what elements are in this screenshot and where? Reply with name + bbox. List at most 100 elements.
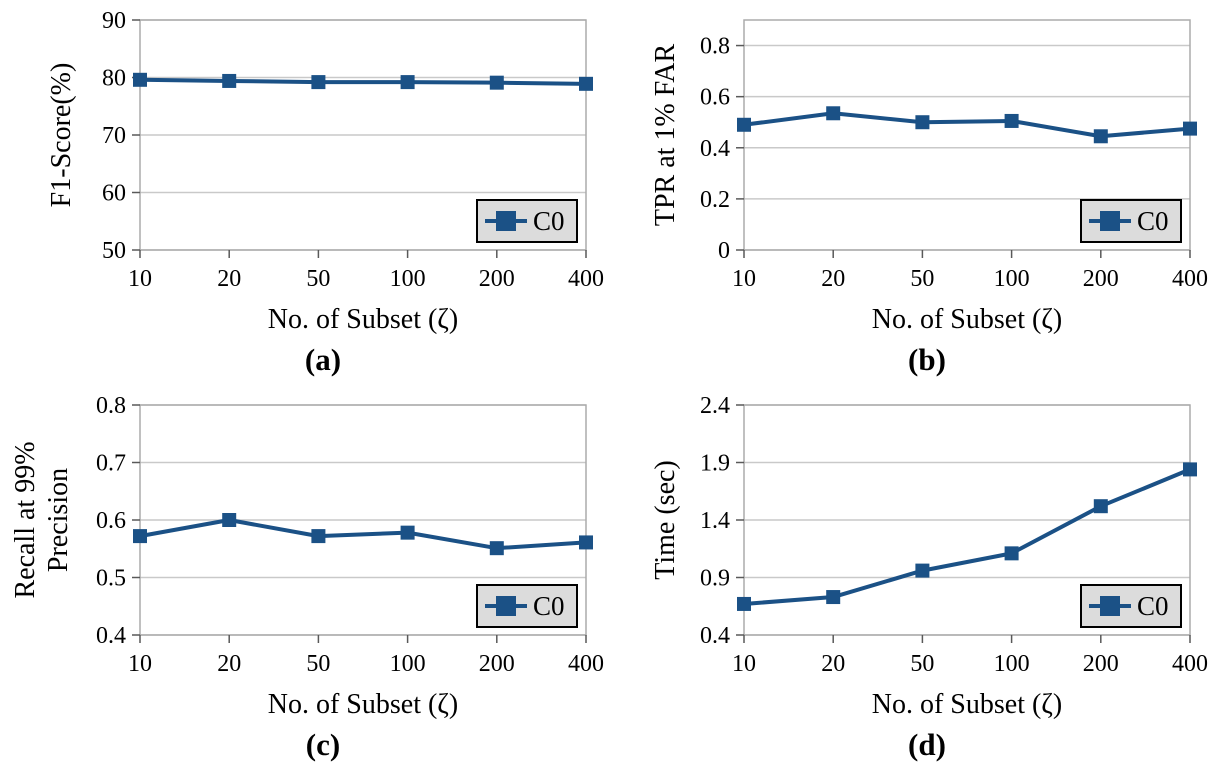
x-tick-label: 10 (732, 651, 756, 677)
series-line (742, 111, 1192, 139)
data-point-marker (579, 76, 593, 91)
data-point-marker (489, 75, 504, 90)
legend-marker (496, 211, 516, 231)
chart-a-canvas: 50 60 70 80 90 10 20 50 100 200 400 C0 F1-Score(%) No… (46, 8, 604, 377)
data-point-marker (400, 75, 415, 90)
x-tick-label: 100 (390, 266, 426, 292)
legend-label: C0 (533, 591, 565, 621)
data-point-marker (826, 590, 841, 605)
x-tick-label: 10 (128, 266, 152, 292)
chart-caption: (c) (306, 727, 340, 762)
y-tick-label: 0.4 (96, 623, 126, 649)
x-tick-label: 100 (994, 266, 1030, 292)
x-tick-label: 20 (821, 266, 845, 292)
chart-b-canvas: 0 0.2 0.4 0.6 0.8 10 20 50 100 200 400 C0 TPR at 1% … (650, 19, 1208, 377)
x-tick-label: 200 (1083, 651, 1119, 677)
x-tick-label: 400 (1172, 651, 1208, 677)
legend-marker (1100, 596, 1120, 616)
x-tick-label: 20 (217, 266, 241, 292)
y-tick-label: 0.2 (700, 187, 730, 213)
data-point-marker (737, 596, 751, 611)
data-point-marker (915, 563, 930, 578)
y-tick-label: 2.4 (700, 393, 730, 419)
series-line (138, 518, 588, 551)
x-tick-label: 20 (217, 651, 241, 677)
x-tick-label: 200 (479, 266, 515, 292)
y-tick-label: 0.6 (96, 508, 126, 534)
legend-label: C0 (533, 206, 565, 236)
legend-label: C0 (1137, 591, 1169, 621)
y-tick-label: 0.8 (700, 34, 730, 60)
data-point-marker (222, 73, 237, 88)
y-tick-label: 70 (102, 123, 126, 149)
data-point-marker (826, 106, 841, 121)
x-tick-label: 50 (306, 266, 330, 292)
x-tick-label: 400 (568, 266, 604, 292)
legend-label: C0 (1137, 206, 1169, 236)
y-tick-label: 0.5 (96, 566, 126, 592)
y-tick-label: 0.8 (96, 393, 126, 419)
x-tick-label: 50 (910, 651, 934, 677)
chart-d-canvas: 0.4 0.9 1.4 1.9 2.4 10 20 50 100 200 400 C0 Time (se… (650, 393, 1208, 762)
data-point-marker (1004, 546, 1019, 561)
x-axis-title: No. of Subset (ζ) (872, 689, 1062, 720)
x-tick-label: 50 (306, 651, 330, 677)
data-point-marker (133, 72, 147, 87)
legend: C0 (476, 199, 578, 243)
legend: C0 (1080, 584, 1182, 628)
y-tick-label: 60 (102, 181, 126, 207)
legend-marker (1100, 211, 1120, 231)
y-tick-label: 80 (102, 66, 126, 92)
x-axis-title: No. of Subset (ζ) (268, 689, 458, 720)
y-axis-title: Time (sec) (650, 460, 681, 580)
x-tick-label: 400 (568, 651, 604, 677)
y-tick-label: 1.9 (700, 451, 730, 477)
legend: C0 (1080, 199, 1182, 243)
data-point-marker (1004, 113, 1019, 128)
y-tick-label: 1.4 (700, 508, 730, 534)
x-tick-label: 10 (732, 266, 756, 292)
y-axis-title: Precision (43, 468, 74, 572)
chart-caption: (a) (305, 342, 341, 377)
x-axis-title: No. of Subset (ζ) (872, 304, 1062, 335)
y-axis-title: Recall at 99% (10, 441, 41, 598)
y-tick-label: 0 (718, 238, 730, 264)
data-point-marker (1183, 462, 1197, 477)
x-tick-label: 100 (994, 651, 1030, 677)
data-point-marker (489, 541, 504, 556)
data-point-marker (1093, 129, 1108, 144)
x-tick-label: 10 (128, 651, 152, 677)
chart-c-canvas: 0.4 0.5 0.6 0.7 0.8 10 20 50 100 200 400 C0 Recall a… (10, 393, 604, 762)
x-tick-label: 100 (390, 651, 426, 677)
chart-panel-a: 50 60 70 80 90 10 20 50 100 200 400 C0 F1-Score(%) No… (0, 0, 604, 385)
data-point-marker (133, 529, 147, 544)
data-point-marker (400, 525, 415, 540)
data-point-marker (311, 529, 326, 544)
x-tick-label: 400 (1172, 266, 1208, 292)
data-point-marker (1093, 499, 1108, 514)
chart-panel-b: 0 0.2 0.4 0.6 0.8 10 20 50 100 200 400 C0 TPR at 1% … (604, 0, 1209, 385)
x-tick-label: 200 (1083, 266, 1119, 292)
data-point-marker (737, 117, 751, 132)
data-point-marker (579, 535, 593, 550)
y-axis-title: TPR at 1% FAR (650, 44, 681, 227)
chart-panel-d: 0.4 0.9 1.4 1.9 2.4 10 20 50 100 200 400 C0 Time (se… (604, 385, 1209, 770)
series-line (138, 77, 588, 86)
chart-panel-c: 0.4 0.5 0.6 0.7 0.8 10 20 50 100 200 400 C0 Recall a… (0, 385, 604, 770)
x-axis-title: No. of Subset (ζ) (268, 304, 458, 335)
chart-caption: (d) (908, 727, 946, 762)
y-tick-label: 0.9 (700, 566, 730, 592)
y-tick-label: 0.7 (96, 451, 126, 477)
y-tick-label: 90 (102, 8, 126, 34)
y-tick-label: 50 (102, 238, 126, 264)
y-tick-label: 0.4 (700, 136, 730, 162)
series-line (742, 467, 1192, 606)
data-point-marker (222, 513, 237, 527)
legend-marker (496, 596, 516, 616)
y-tick-label: 0.4 (700, 623, 730, 649)
data-point-marker (311, 75, 326, 90)
legend: C0 (476, 584, 578, 628)
y-tick-label: 0.6 (700, 85, 730, 111)
x-tick-label: 20 (821, 651, 845, 677)
